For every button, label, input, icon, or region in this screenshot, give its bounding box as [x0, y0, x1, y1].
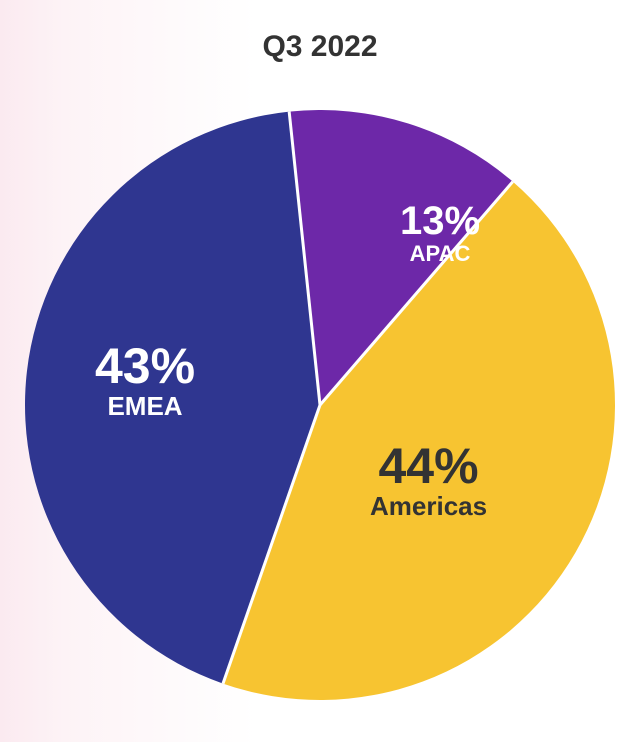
slice-name-apac: APAC [400, 242, 480, 265]
slice-label-apac: 13% APAC [400, 200, 480, 265]
slice-label-emea: 43% EMEA [95, 340, 195, 420]
slice-label-americas: 44% Americas [370, 440, 487, 520]
slice-name-americas: Americas [370, 493, 487, 520]
slice-pct-americas: 44% [370, 440, 487, 493]
slice-pct-emea: 43% [95, 340, 195, 393]
chart-title: Q3 2022 [0, 30, 640, 64]
slice-name-emea: EMEA [95, 393, 195, 420]
chart-canvas: Q3 2022 13% APAC 44% Americas 43% EMEA [0, 0, 640, 742]
slice-pct-apac: 13% [400, 200, 480, 242]
